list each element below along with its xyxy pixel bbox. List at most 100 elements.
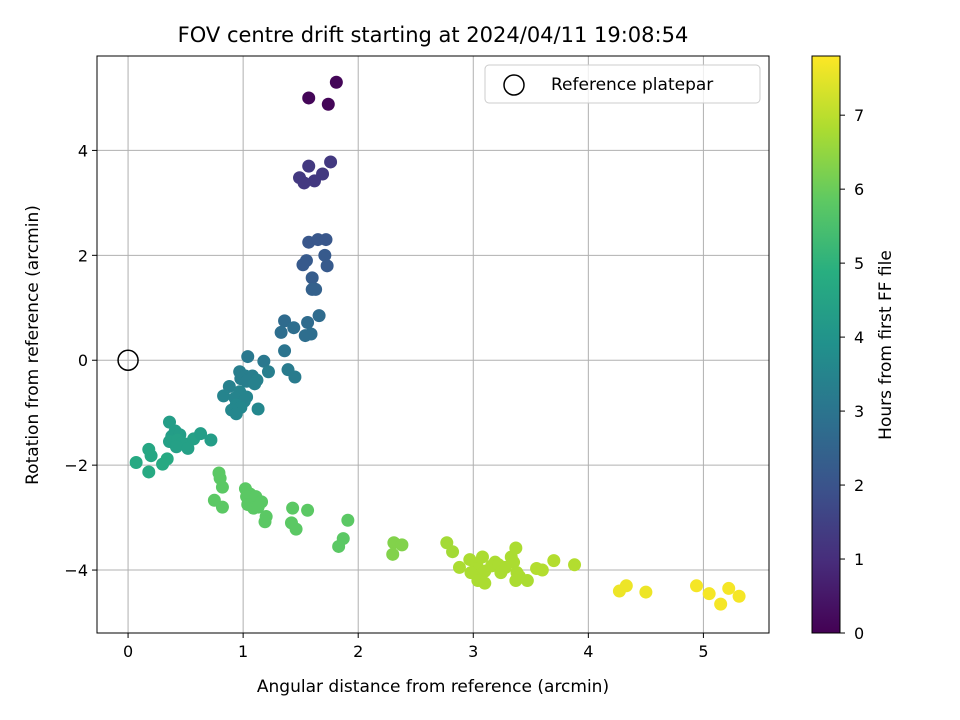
data-point — [312, 309, 326, 323]
y-tick-label: 0 — [78, 351, 88, 370]
x-tick-label: 0 — [123, 642, 133, 661]
x-tick-label: 2 — [353, 642, 363, 661]
data-point — [217, 389, 231, 403]
data-point — [274, 325, 288, 339]
plot-background — [97, 56, 769, 633]
y-tick-label: 4 — [78, 141, 88, 160]
data-point — [332, 539, 346, 553]
colorbar-tick-label: 7 — [854, 106, 864, 125]
data-point — [261, 365, 275, 379]
legend: Reference platepar — [484, 64, 761, 104]
data-point — [222, 379, 236, 393]
colorbar-tick-label: 3 — [854, 402, 864, 421]
data-point — [278, 314, 292, 328]
data-point — [251, 402, 265, 416]
data-point — [302, 159, 316, 173]
data-point — [386, 547, 400, 561]
legend-marker — [503, 74, 525, 96]
data-point — [301, 503, 315, 517]
y-tick-label: −4 — [64, 561, 88, 580]
data-point — [288, 370, 302, 384]
data-point — [324, 155, 338, 169]
data-point — [289, 522, 303, 536]
data-point — [142, 465, 156, 479]
data-point — [547, 554, 561, 568]
colorbar-label: Hours from first FF file — [876, 250, 896, 440]
data-point — [129, 456, 143, 470]
colorbar-tick-label: 5 — [854, 254, 864, 273]
data-point — [520, 574, 534, 588]
x-tick-label: 3 — [468, 642, 478, 661]
data-point — [714, 597, 728, 611]
data-points — [129, 75, 746, 611]
plot-frame — [96, 55, 770, 634]
data-point — [321, 97, 335, 111]
colorbar-tick-label: 1 — [854, 550, 864, 569]
data-point — [301, 315, 315, 329]
x-tick-label: 5 — [698, 642, 708, 661]
data-point — [498, 560, 512, 574]
data-point — [535, 563, 549, 577]
data-point — [446, 545, 460, 559]
data-point — [297, 176, 311, 190]
data-point — [568, 558, 582, 572]
data-point — [215, 480, 229, 494]
x-tick-label: 1 — [238, 642, 248, 661]
colorbar-ticks: 0 1 2 3 4 5 6 7 — [840, 106, 864, 643]
data-point — [296, 258, 310, 272]
data-point — [302, 91, 316, 105]
colorbar-gradient — [811, 55, 841, 634]
legend-label: Reference platepar — [551, 75, 713, 95]
x-axis-label: Angular distance from reference (arcmin) — [257, 677, 609, 697]
data-point — [251, 500, 265, 514]
data-point — [307, 174, 321, 188]
chart-title: FOV centre drift starting at 2024/04/11 … — [178, 23, 689, 47]
data-point — [215, 500, 229, 514]
y-axis-label: Rotation from reference (arcmin) — [23, 205, 43, 485]
data-point — [690, 579, 704, 593]
x-axis-ticks: 0 1 2 3 4 5 — [123, 633, 709, 661]
colorbar-tick-label: 4 — [854, 328, 864, 347]
data-point — [248, 377, 262, 391]
data-point — [258, 515, 272, 529]
data-point — [319, 233, 333, 247]
data-point — [309, 282, 323, 296]
data-point — [286, 501, 300, 515]
data-point — [318, 248, 332, 262]
data-point — [509, 541, 523, 555]
data-point — [278, 344, 292, 358]
data-point — [181, 441, 195, 455]
data-point — [287, 321, 301, 335]
data-point — [169, 440, 183, 454]
data-point — [298, 329, 312, 343]
data-point — [305, 271, 319, 285]
data-point — [722, 581, 736, 595]
grid-lines — [97, 56, 769, 633]
data-point — [329, 75, 343, 89]
data-point — [732, 589, 746, 603]
data-point — [194, 427, 208, 441]
data-point — [204, 433, 218, 447]
data-point — [156, 457, 170, 471]
reference-marker — [117, 349, 139, 371]
data-point — [229, 407, 243, 421]
colorbar-tick-label: 0 — [854, 624, 864, 643]
data-point — [241, 350, 255, 364]
data-point — [639, 585, 653, 599]
data-point — [478, 576, 492, 590]
colorbar: 0 1 2 3 4 5 6 7 Hours from first FF file — [811, 55, 896, 643]
y-axis-ticks: −4 −2 0 2 4 — [64, 141, 97, 580]
plot-area: 0 1 2 3 4 5 −4 −2 0 2 4 Reference platepar — [64, 55, 770, 661]
colorbar-tick-label: 6 — [854, 180, 864, 199]
colorbar-tick-label: 2 — [854, 476, 864, 495]
data-point — [702, 587, 716, 601]
data-point — [619, 579, 633, 593]
x-tick-label: 4 — [583, 642, 593, 661]
data-point — [509, 574, 523, 588]
data-point — [320, 259, 334, 273]
data-point — [395, 538, 409, 552]
data-point — [341, 513, 355, 527]
y-tick-label: −2 — [64, 456, 88, 475]
data-point — [475, 550, 489, 564]
